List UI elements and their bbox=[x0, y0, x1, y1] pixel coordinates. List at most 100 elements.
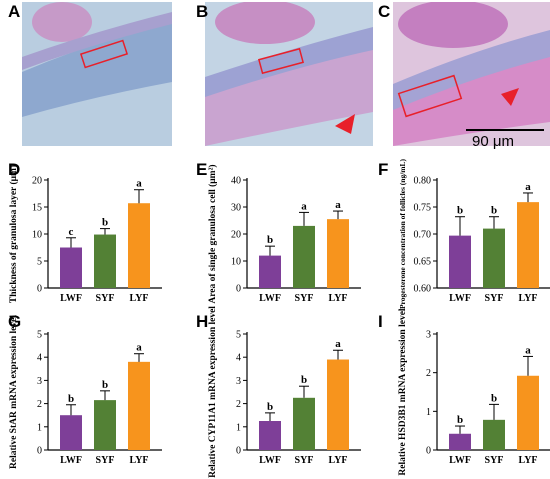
x-tick-label: LWF bbox=[259, 293, 281, 304]
x-tick-label: LYF bbox=[328, 293, 347, 304]
significance-letter: a bbox=[335, 199, 341, 211]
bar-lyf bbox=[327, 359, 349, 450]
y-tick-label: 3 bbox=[236, 376, 241, 387]
y-tick-label: 0.65 bbox=[414, 257, 432, 268]
y-tick-label: 1 bbox=[37, 422, 42, 433]
significance-letter: b bbox=[102, 379, 108, 391]
y-tick-label: 3 bbox=[37, 376, 42, 387]
micrograph-a bbox=[22, 2, 172, 146]
panel-label-h: H bbox=[196, 312, 209, 331]
significance-letter: b bbox=[267, 234, 273, 246]
y-tick-label: 2 bbox=[236, 399, 241, 410]
y-tick-label: 1 bbox=[236, 422, 241, 433]
scale-bar-label: 90 μm bbox=[472, 133, 514, 150]
y-tick-label: 1 bbox=[426, 407, 431, 418]
x-tick-label: LYF bbox=[129, 455, 148, 466]
x-tick-label: LYF bbox=[518, 293, 537, 304]
x-tick-label: SYF bbox=[485, 455, 504, 466]
panel-label-c: C bbox=[378, 2, 391, 21]
region-box bbox=[257, 47, 305, 75]
bar-lwf bbox=[60, 247, 82, 288]
bar-syf bbox=[94, 234, 116, 288]
bar-chart-d: 0 5 10 15 20 Thickness of granulosa layer (μm… bbox=[8, 165, 162, 304]
significance-letter: b bbox=[102, 217, 108, 229]
y-tick-label: 0 bbox=[37, 284, 42, 295]
bar-lwf bbox=[60, 415, 82, 450]
bar-syf bbox=[483, 419, 505, 450]
bar-lyf bbox=[128, 203, 150, 288]
y-tick-label: 2 bbox=[426, 368, 431, 379]
y-tick-label: 0.80 bbox=[414, 176, 432, 187]
bar-chart-e: 0 10 20 30 40 Area of single granulosa cell (… bbox=[207, 164, 361, 304]
x-tick-label: LWF bbox=[449, 455, 471, 466]
significance-letter: a bbox=[136, 178, 142, 190]
micrograph-b bbox=[205, 2, 373, 146]
y-tick-label: 5 bbox=[37, 257, 42, 268]
panel-label-b: B bbox=[196, 2, 209, 21]
x-tick-label: LYF bbox=[328, 455, 347, 466]
region-box bbox=[79, 39, 129, 69]
y-tick-label: 0 bbox=[37, 446, 42, 457]
panel-label-f: F bbox=[378, 160, 389, 179]
bar-lyf bbox=[517, 375, 539, 450]
region-box bbox=[397, 74, 463, 118]
y-tick-label: 40 bbox=[231, 176, 241, 187]
x-tick-label: SYF bbox=[295, 293, 314, 304]
significance-letter: b bbox=[267, 401, 273, 413]
bar-lyf bbox=[517, 202, 539, 288]
y-tick-label: 30 bbox=[231, 203, 241, 214]
x-tick-label: LYF bbox=[129, 293, 148, 304]
tissue-image-a bbox=[22, 2, 172, 146]
y-tick-label: 20 bbox=[231, 230, 241, 241]
bar-chart-i: 0 1 2 3 Relative HSD3B1 mRNA expression leve… bbox=[398, 308, 550, 476]
y-tick-label: 0 bbox=[236, 284, 241, 295]
significance-letter: a bbox=[335, 338, 341, 350]
significance-letter: a bbox=[136, 342, 142, 354]
x-tick-label: LWF bbox=[449, 293, 471, 304]
significance-letter: b bbox=[491, 392, 497, 404]
y-axis-label: Thickness of granulosa layer (μm) bbox=[8, 165, 19, 303]
y-tick-label: 4 bbox=[236, 353, 241, 364]
significance-letter: c bbox=[69, 226, 74, 238]
bar-syf bbox=[293, 225, 315, 288]
x-tick-label: LWF bbox=[60, 455, 82, 466]
bar-syf bbox=[94, 400, 116, 450]
bar-syf bbox=[483, 228, 505, 288]
significance-letter: b bbox=[301, 374, 307, 386]
y-tick-label: 15 bbox=[32, 203, 42, 214]
y-tick-label: 0.70 bbox=[414, 230, 432, 241]
y-axis-label: Relative HSD3B1 mRNA expression level bbox=[398, 308, 408, 475]
bar-lyf bbox=[128, 361, 150, 450]
y-axis-label: Progesterone concentration of follicles … bbox=[398, 158, 407, 309]
tissue-image-c bbox=[393, 2, 550, 146]
significance-letter: a bbox=[525, 344, 531, 356]
y-tick-label: 10 bbox=[32, 230, 42, 241]
significance-letter: b bbox=[457, 414, 463, 426]
bar-lyf bbox=[327, 219, 349, 288]
y-tick-label: 10 bbox=[231, 257, 241, 268]
bar-lwf bbox=[449, 235, 471, 288]
y-axis-label: Relative CYP11A1 mRNA expression level bbox=[208, 306, 218, 478]
panel-label-a: A bbox=[8, 2, 21, 21]
bar-lwf bbox=[449, 433, 471, 450]
bar-syf bbox=[293, 397, 315, 450]
significance-letter: b bbox=[457, 205, 463, 217]
x-tick-label: SYF bbox=[96, 293, 115, 304]
significance-letter: b bbox=[68, 393, 74, 405]
y-tick-label: 0.60 bbox=[414, 284, 432, 295]
y-tick-label: 4 bbox=[37, 353, 42, 364]
scale-bar bbox=[466, 129, 544, 131]
bar-chart-h: 0 1 2 3 4 5 Relative CYP11A1 mRNA expression l… bbox=[208, 306, 361, 478]
y-tick-label: 5 bbox=[236, 330, 241, 341]
y-axis-label: Area of single granulosa cell (μm²) bbox=[207, 164, 218, 303]
arrowhead-icon bbox=[501, 88, 519, 106]
tissue-image-b bbox=[205, 2, 373, 146]
x-tick-label: SYF bbox=[96, 455, 115, 466]
y-tick-label: 20 bbox=[32, 176, 42, 187]
bar-lwf bbox=[259, 255, 281, 288]
y-tick-label: 5 bbox=[37, 330, 42, 341]
panel-label-g: G bbox=[8, 312, 22, 331]
panel-label-e: E bbox=[196, 160, 208, 179]
significance-letter: a bbox=[525, 181, 531, 193]
bar-chart-g: 0 1 2 3 4 5 Relative StAR mRNA expression leve… bbox=[9, 315, 162, 469]
